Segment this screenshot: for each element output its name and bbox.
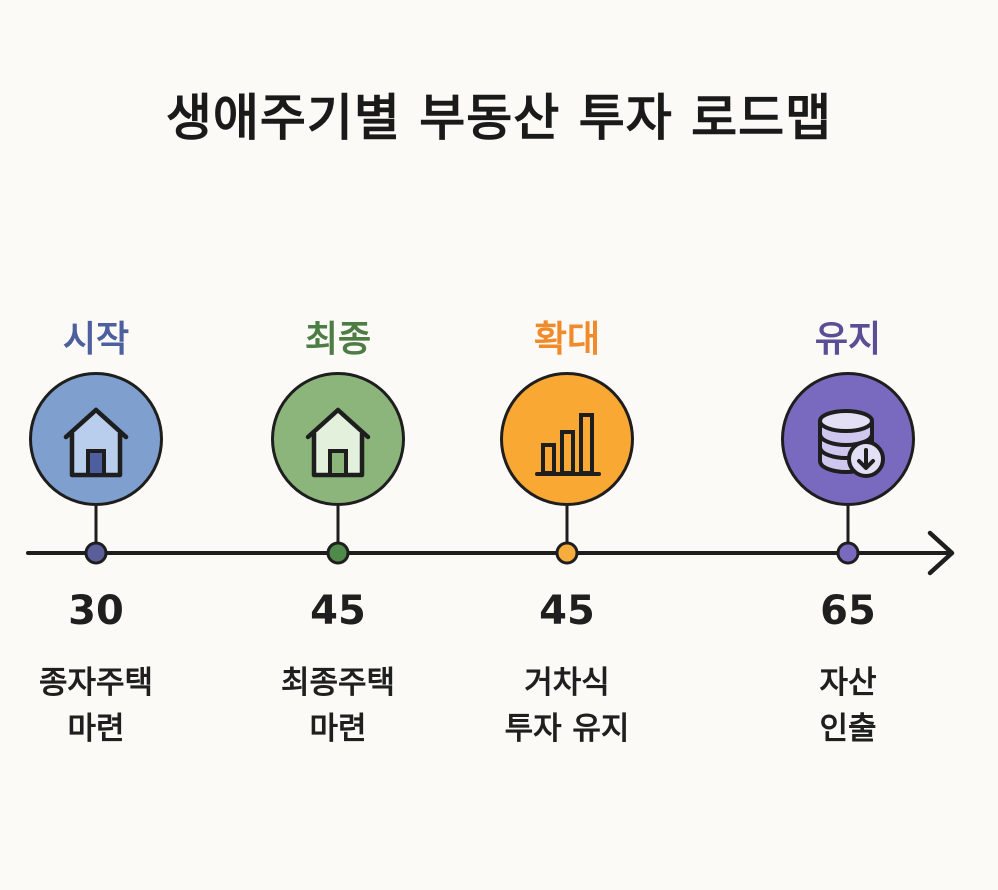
stage-description: 자산 인출	[748, 660, 948, 752]
stage-label: 유지	[814, 319, 882, 360]
stage-description-line-1: 최종주택	[280, 665, 396, 701]
stage-label: 시작	[62, 319, 130, 360]
stage-description-line-2: 마련	[67, 711, 125, 747]
stage-circle	[29, 372, 163, 506]
stage-description-line-2: 인출	[819, 711, 877, 747]
page-title: 생애주기별 부동산 투자 로드맵	[165, 89, 833, 147]
house-icon	[305, 407, 371, 478]
stage-circle	[500, 372, 634, 506]
stage-label: 확대	[533, 319, 601, 360]
stage-description-line-2: 투자 유지	[504, 711, 630, 747]
stage-description-line-1: 종자주택	[38, 665, 154, 701]
stage-description-line-1: 자산	[819, 665, 877, 701]
stage-age: 45	[539, 588, 595, 634]
house-icon	[63, 407, 129, 478]
stage-age: 45	[310, 588, 366, 634]
stage-description: 최종주택 마련	[238, 660, 438, 752]
stage-age: 65	[820, 588, 876, 634]
coin-stack-download-icon	[818, 409, 885, 478]
timeline-dot-4	[836, 541, 860, 565]
stage-description: 종자주택 마련	[0, 660, 196, 752]
timeline-dot-1	[84, 541, 108, 565]
stage-age: 30	[68, 588, 124, 634]
stage-circle	[781, 372, 915, 506]
stage-description-line-1: 거차식	[524, 665, 610, 701]
stage-description: 거차식 투자 유지	[467, 660, 667, 752]
arrow-right-icon	[927, 530, 955, 576]
timeline-dot-2	[326, 541, 350, 565]
bar-chart-icon	[535, 413, 601, 476]
timeline-dot-3	[555, 541, 579, 565]
stage-label: 최종	[304, 319, 372, 360]
stage-circle	[271, 372, 405, 506]
stage-description-line-2: 마련	[309, 711, 367, 747]
